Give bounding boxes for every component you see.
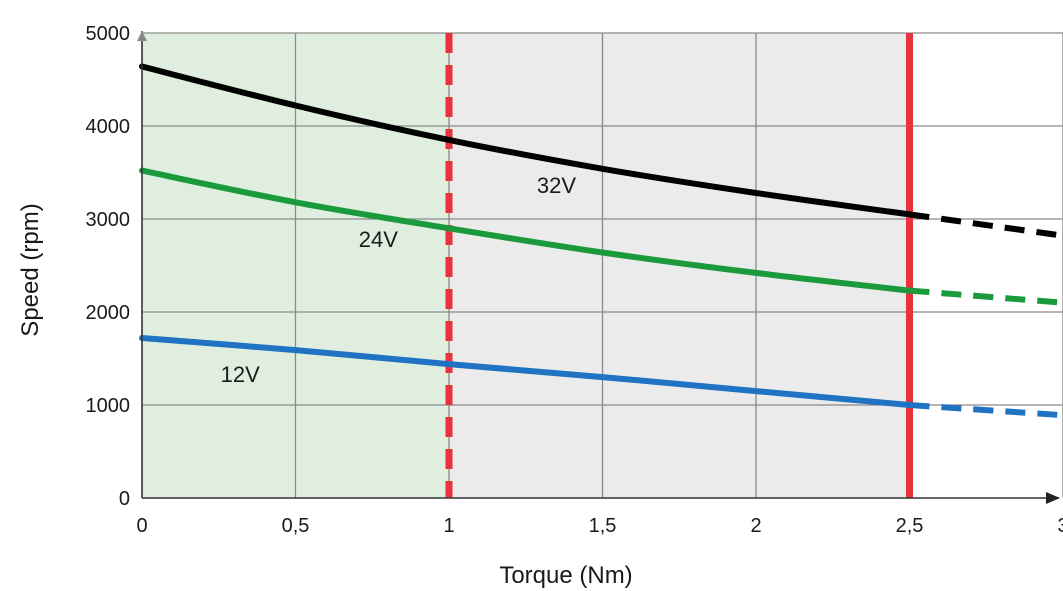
y-tick-label: 3000 (86, 209, 131, 231)
series-labels: 32V 24V 12V (221, 173, 577, 387)
curve-24v (139, 167, 913, 294)
y-tick-label: 5000 (86, 23, 131, 45)
curve-12v-extrapolated (909, 402, 1063, 419)
x-axis-title: Torque (Nm) (499, 562, 632, 589)
axes (137, 31, 1060, 504)
series-label-12v: 12V (221, 362, 260, 387)
curve-32v (139, 63, 913, 218)
curve-12v (139, 335, 913, 408)
x-tick-label: 0 (136, 515, 147, 537)
y-tick-labels: 0 1000 2000 3000 4000 5000 (86, 23, 131, 510)
y-axis-arrow (137, 31, 147, 41)
y-axis-title: Speed (rpm) (17, 203, 44, 336)
x-tick-label: 3 (1057, 515, 1063, 537)
x-tick-label: 0,5 (282, 515, 310, 537)
y-tick-label: 1000 (86, 395, 131, 417)
series-label-24v: 24V (359, 227, 398, 252)
y-tick-label: 0 (119, 488, 130, 510)
curve-24v-extrapolated (909, 287, 1063, 306)
plot-regions (142, 33, 910, 498)
limit-lines (445, 33, 913, 498)
x-tick-label: 1 (443, 515, 454, 537)
x-axis-arrow (1046, 492, 1060, 504)
x-tick-label: 1,5 (589, 515, 617, 537)
y-tick-label: 4000 (86, 116, 131, 138)
series-curves (139, 63, 1063, 419)
x-tick-label: 2 (750, 515, 761, 537)
series-label-32v: 32V (537, 173, 576, 198)
curve-32v-extrapolated (909, 211, 1063, 239)
x-tick-label: 2,5 (896, 515, 924, 537)
x-tick-labels: 0 0,5 1 1,5 2 2,5 3 (136, 515, 1063, 537)
y-tick-label: 2000 (86, 302, 131, 324)
